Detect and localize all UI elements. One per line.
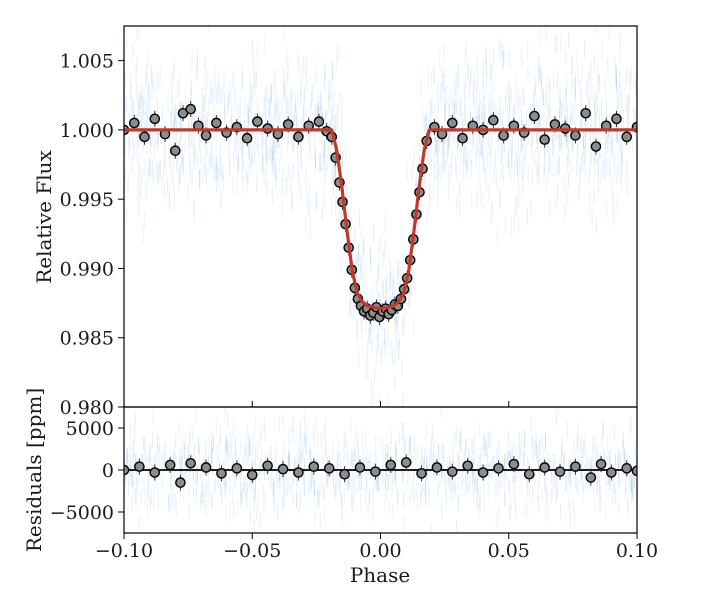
binned-flux-point <box>590 141 602 152</box>
light-curve-frame <box>123 25 638 408</box>
y-tick-label: 1.005 <box>60 51 114 73</box>
transit-model-line <box>124 128 637 311</box>
y-axis-label-residuals: Residuals [ppm] <box>22 388 46 552</box>
binned-residual-point <box>570 461 581 472</box>
binned-flux-point <box>621 131 633 143</box>
binned-flux-point <box>498 130 509 141</box>
y-tick-label: 0.995 <box>60 189 114 211</box>
binned-flux-point <box>447 117 458 129</box>
binned-flux-point <box>539 134 550 145</box>
binned-residual-point <box>175 477 186 488</box>
y-tick-label: 5000 <box>66 418 114 440</box>
binned-flux-point <box>529 110 540 122</box>
binned-flux-point <box>211 117 222 129</box>
binned-residual-point <box>323 463 335 474</box>
raw-data-cloud <box>124 26 637 407</box>
x-ticks: −0.10 −0.05 0.00 0.05 0.10 <box>95 401 658 562</box>
binned-residual-point <box>216 468 227 479</box>
binned-residual-point <box>523 468 535 480</box>
binned-residual-point <box>308 461 320 472</box>
binned-residual-point <box>293 467 304 478</box>
binned-residual-point <box>447 466 458 477</box>
binned-flux-point <box>488 114 499 126</box>
binned-flux-point <box>149 113 161 125</box>
y-ticks-bottom: −5000 0 5000 <box>50 418 124 524</box>
binned-flux-point <box>549 119 561 130</box>
binned-flux-point <box>252 116 263 127</box>
binned-residual-point <box>462 460 474 472</box>
y-tick-label: 0.985 <box>60 328 114 350</box>
x-tick-label: 0.10 <box>616 540 658 562</box>
binned-residual-point <box>370 466 381 477</box>
y-tick-label: 0.980 <box>60 397 114 419</box>
binned-flux-point <box>293 131 304 143</box>
y-tick-label: 0.990 <box>60 258 114 280</box>
binned-flux-point <box>282 119 294 130</box>
y-ticks-top: 0.980 0.985 0.990 0.995 1.000 1.005 <box>60 51 124 419</box>
binned-residual-point <box>585 472 597 483</box>
binned-residual-point <box>246 469 258 481</box>
binned-residual-point <box>431 462 443 473</box>
x-axis-label-phase: Phase <box>350 563 410 587</box>
binned-residual-point <box>262 460 273 472</box>
binned-residual-point <box>149 467 161 478</box>
binned-residual-point <box>200 462 212 473</box>
binned-residual-point <box>134 461 145 472</box>
binned-residual-point <box>539 462 550 473</box>
binned-residual-point <box>621 463 633 474</box>
binned-flux-point <box>611 113 622 125</box>
binned-residual-point <box>385 459 397 471</box>
binned-flux-point <box>457 132 468 144</box>
binned-flux-point <box>185 103 196 115</box>
binned-residual-point <box>477 467 489 478</box>
binned-residual-point <box>339 468 350 480</box>
binned-residual-point <box>277 463 289 475</box>
x-tick-label: 0.00 <box>359 540 401 562</box>
y-tick-label: 0 <box>102 460 114 482</box>
binned-residual-point <box>354 462 366 473</box>
binned-residual-point <box>631 465 637 477</box>
light-curve-panel: 0.980 0.985 0.990 0.995 1.000 1.005 Relative … <box>32 25 638 419</box>
binned-residual-points <box>124 454 637 491</box>
binned-residual-point <box>416 468 427 479</box>
binned-residual-point <box>400 457 412 468</box>
binned-residual-point <box>231 463 243 474</box>
x-tick-label: −0.10 <box>95 540 153 562</box>
binned-residual-point <box>606 467 617 478</box>
y-tick-label: 1.000 <box>60 120 114 142</box>
y-tick-label: −5000 <box>50 502 114 524</box>
binned-residual-point <box>508 458 520 470</box>
binned-residual-point <box>164 459 176 471</box>
binned-residual-point <box>595 458 607 470</box>
binned-residual-point <box>554 466 566 477</box>
binned-flux-point <box>200 130 212 141</box>
x-tick-label: −0.05 <box>223 540 281 562</box>
residuals-panel: −5000 0 5000 −0.10 −0.05 0.00 0.05 0.10 Residu… <box>22 388 658 587</box>
binned-flux-point <box>313 116 325 127</box>
binned-residual-point <box>185 457 196 469</box>
binned-flux-point <box>241 132 253 144</box>
y-axis-label-flux: Relative Flux <box>32 149 56 283</box>
x-tick-label: 0.05 <box>488 540 530 562</box>
binned-flux-point <box>580 107 592 119</box>
binned-flux-point <box>169 145 181 156</box>
binned-flux-point <box>570 130 581 141</box>
binned-residual-point <box>493 463 504 474</box>
binned-flux-point <box>139 131 150 143</box>
binned-flux-point <box>128 117 140 129</box>
